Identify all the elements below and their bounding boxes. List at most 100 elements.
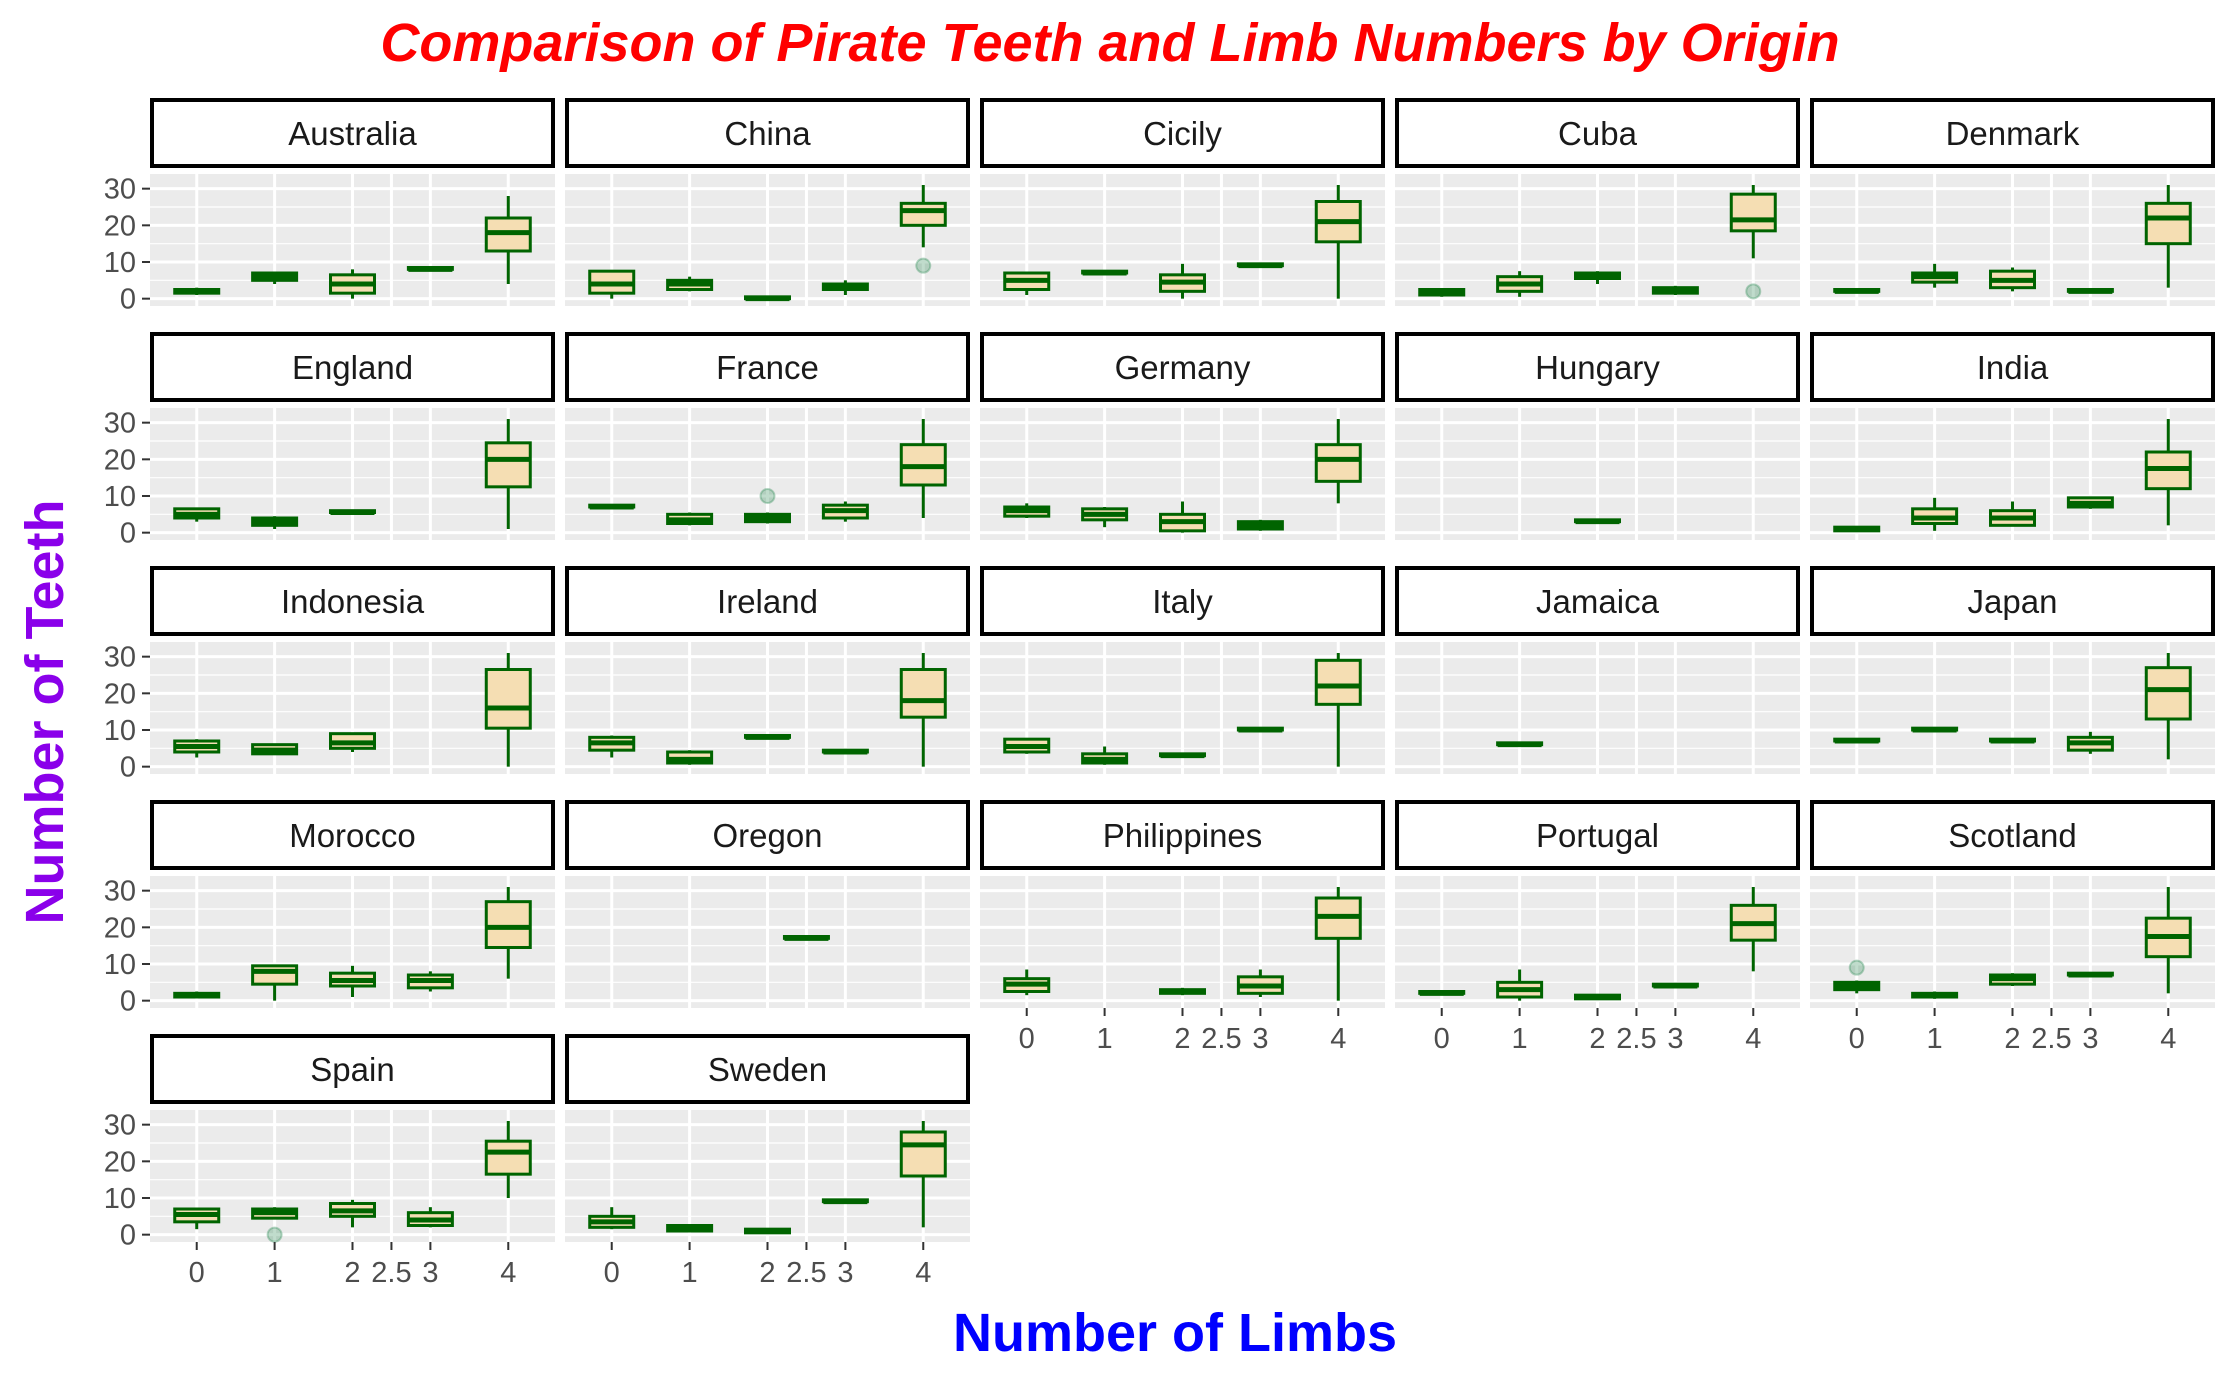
boxplot-box <box>251 271 299 284</box>
x-tick-label: 4 <box>2160 1023 2176 1055</box>
facet-strip <box>565 332 970 402</box>
facet-panel: England 0 10 20 30 <box>104 332 555 550</box>
boxplot-box <box>1574 993 1621 1001</box>
boxplot-box <box>484 419 532 529</box>
facet-panel: China <box>565 98 970 306</box>
facet-strip <box>1810 98 2215 168</box>
facet-strip-label: France <box>716 349 819 386</box>
boxplot-box <box>588 1207 636 1230</box>
boxplot-box <box>744 512 791 524</box>
facet-strip-label: Philippines <box>1103 817 1263 854</box>
facet-strip <box>980 98 1385 168</box>
facet-strip-label: Oregon <box>712 817 822 854</box>
boxplot-box <box>2066 496 2114 509</box>
boxplot-box <box>782 935 830 941</box>
box-body <box>484 441 532 489</box>
boxplot-box <box>173 287 221 295</box>
boxplot-box <box>744 295 791 302</box>
boxplot-box <box>1236 519 1284 531</box>
facet-strip <box>980 332 1385 402</box>
boxplot-box <box>251 743 299 756</box>
boxplot-box <box>2144 887 2192 994</box>
x-tick-label: 1 <box>682 1257 698 1289</box>
y-tick-label: 30 <box>104 1110 136 1142</box>
boxplot-box <box>1833 980 1881 994</box>
boxplot-box <box>1159 501 1206 533</box>
facet-strip <box>1810 800 2215 870</box>
boxplot-box <box>666 1224 714 1233</box>
boxplot-box <box>1911 726 1959 733</box>
facet-panel: Scotland 0 1 2 2.5 3 4 <box>1810 800 2215 1055</box>
boxplot-box <box>899 653 947 767</box>
x-tick-label: 3 <box>422 1257 438 1289</box>
facet-strip <box>150 566 555 636</box>
y-tick-label: 30 <box>104 642 136 674</box>
boxplot-box <box>1833 737 1881 744</box>
boxplot-box <box>1574 271 1621 284</box>
facet-strip-label: Spain <box>310 1051 394 1088</box>
x-tick-label: 0 <box>604 1257 620 1289</box>
facet-strip <box>565 566 970 636</box>
box-body <box>484 900 532 950</box>
facet-strip-label: Italy <box>1152 583 1213 620</box>
facet-panel: Ireland <box>565 566 970 774</box>
boxplot-box <box>406 1207 454 1228</box>
y-tick-label: 30 <box>104 174 136 206</box>
facet-strip-label: Ireland <box>717 583 818 620</box>
boxplot-box <box>484 1121 532 1198</box>
boxplot-box <box>2144 185 2192 288</box>
facet-panel: India <box>1810 332 2215 540</box>
boxplot-box <box>1496 969 1544 1001</box>
boxplot-box <box>1729 185 1777 259</box>
facet-strip-label: Cuba <box>1558 115 1638 152</box>
facet-panel: Philippines 0 1 2 2.5 3 4 <box>980 800 1385 1055</box>
facet-panel: Italy <box>980 566 1385 774</box>
x-tick-label: 4 <box>915 1257 931 1289</box>
boxplot-box <box>1003 271 1051 295</box>
boxplot-box <box>1911 991 1959 999</box>
boxplot-box <box>173 739 221 758</box>
x-tick-label: 2.5 <box>786 1257 826 1289</box>
facet-panel: Germany <box>980 332 1385 540</box>
x-tick-label: 2.5 <box>2031 1023 2071 1055</box>
facet-panel: Cicily <box>980 98 1385 306</box>
x-tick-label: 0 <box>1434 1023 1450 1055</box>
boxplot-box <box>1418 990 1466 996</box>
y-tick-label: 10 <box>104 481 136 513</box>
boxplot-box <box>1496 271 1544 297</box>
x-tick-label: 2 <box>1589 1023 1605 1055</box>
boxplot-box <box>1236 262 1284 269</box>
x-tick-label: 2.5 <box>1616 1023 1656 1055</box>
facet-panel: Cuba <box>1395 98 1800 306</box>
x-tick-label: 0 <box>1849 1023 1865 1055</box>
boxplot-box <box>1833 288 1881 294</box>
boxplot-box <box>2144 419 2192 526</box>
boxplot-box <box>588 503 636 510</box>
boxplot-box <box>251 516 299 529</box>
outlier-point <box>915 257 932 274</box>
y-tick-label: 10 <box>104 247 136 279</box>
boxplot-box <box>2144 653 2192 760</box>
boxplot-box <box>1989 501 2036 527</box>
facet-panel: Sweden 0 1 2 2.5 3 4 <box>565 1034 970 1289</box>
facet-strip-label: China <box>724 115 811 152</box>
facet-strip-label: Portugal <box>1536 817 1659 854</box>
x-tick-label: 4 <box>1330 1023 1346 1055</box>
boxplot-box <box>821 748 869 755</box>
boxplot-box <box>329 732 376 752</box>
x-tick-label: 0 <box>1019 1023 1035 1055</box>
y-tick-label: 20 <box>104 210 136 242</box>
x-tick-label: 1 <box>1927 1023 1943 1055</box>
x-tick-label: 2 <box>1174 1023 1190 1055</box>
facet-strip <box>1395 98 1800 168</box>
boxplot-box <box>1651 285 1699 295</box>
facet-strip-label: Denmark <box>1946 115 2080 152</box>
x-tick-label: 4 <box>1745 1023 1761 1055</box>
box-body <box>2144 201 2192 246</box>
facet-strip <box>565 800 970 870</box>
boxplot-box <box>251 1207 299 1220</box>
y-tick-label: 10 <box>104 949 136 981</box>
facet-panel: Denmark <box>1810 98 2215 306</box>
facet-panel: Jamaica <box>1395 566 1800 774</box>
boxplot-box <box>1159 752 1206 759</box>
